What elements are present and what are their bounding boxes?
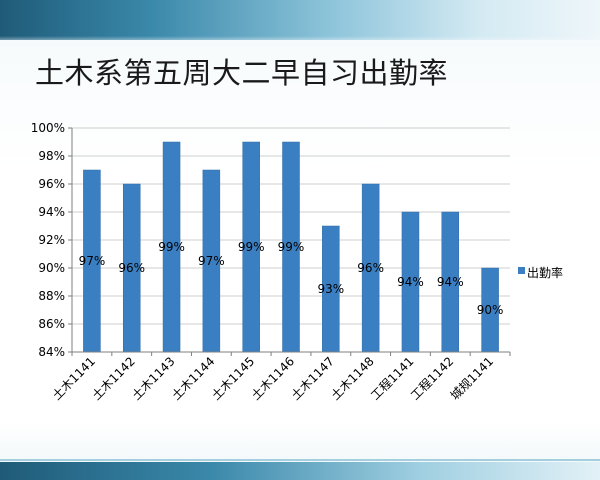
data-label: 99% (238, 240, 265, 254)
x-axis: 土木1141土木1142土木1143土木1144土木1145土木1146土木11… (50, 351, 511, 403)
footer-line (0, 459, 600, 461)
data-label: 96% (118, 261, 145, 275)
data-label: 94% (397, 275, 424, 289)
legend-label: 出勤率 (527, 266, 564, 280)
chart-title: 土木系第五周大二早自习出勤率 (35, 56, 449, 90)
y-tick-label: 100% (31, 121, 65, 135)
y-tick-label: 90% (38, 261, 65, 275)
y-tick-label: 84% (38, 345, 65, 359)
data-label: 96% (357, 261, 384, 275)
x-tick-label: 城规1141 (447, 354, 496, 403)
y-tick-label: 98% (38, 149, 65, 163)
data-label: 93% (317, 282, 344, 296)
y-tick-label: 92% (38, 233, 65, 247)
footer-banner (0, 462, 600, 480)
data-label: 94% (437, 275, 464, 289)
legend-swatch (518, 267, 525, 274)
data-label: 97% (79, 254, 106, 268)
header-banner (0, 0, 600, 40)
y-tick-label: 86% (38, 317, 65, 331)
data-labels: 97% 96% 99% 97% 99% 99% 93% 96% 94% 94% 90% (79, 240, 504, 317)
header-banner-fade (0, 36, 600, 46)
data-label: 99% (278, 240, 305, 254)
data-label: 90% (477, 303, 504, 317)
y-tick-label: 96% (38, 177, 65, 191)
bars (83, 141, 499, 353)
y-tick-label: 94% (38, 205, 65, 219)
data-label: 99% (158, 240, 185, 254)
data-label: 97% (198, 254, 225, 268)
y-axis: 84% 86% 88% 90% 92% 94% 96% 98% 100% (31, 121, 73, 359)
y-tick-label: 88% (38, 289, 65, 303)
